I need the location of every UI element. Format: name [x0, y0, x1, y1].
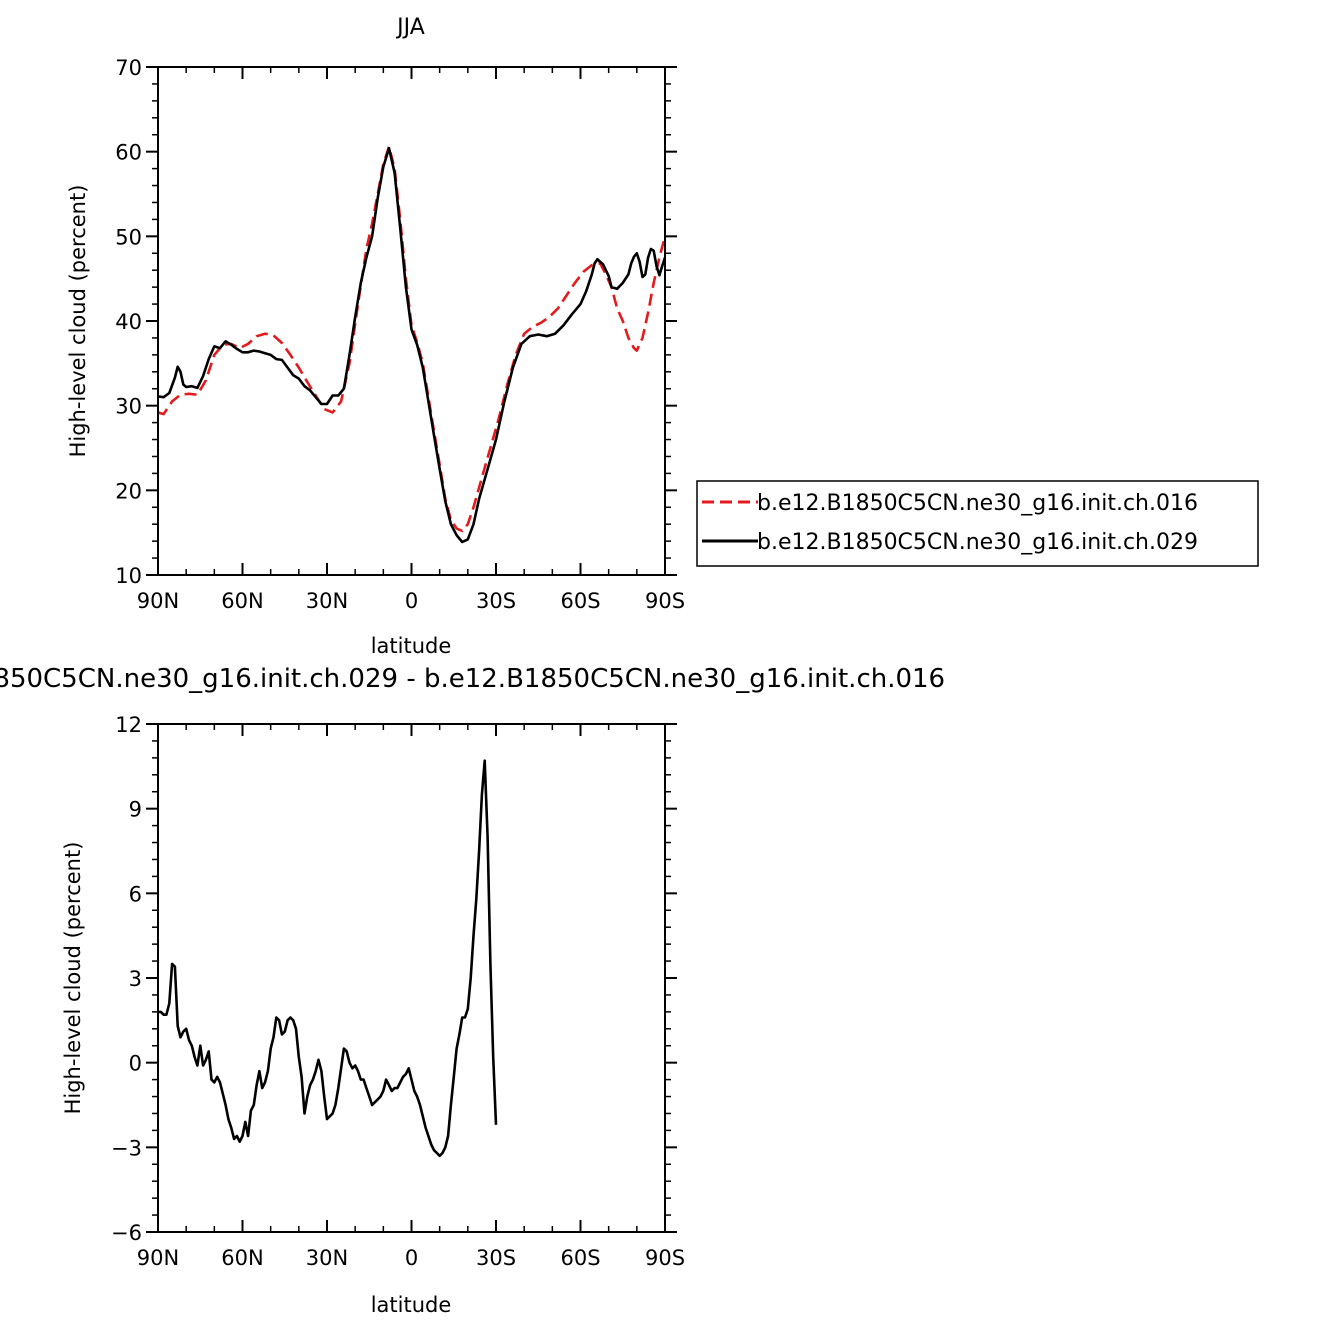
top-y-tick-label: 30 — [115, 395, 142, 419]
bottom-y-axis-label: High-level cloud (percent) — [61, 842, 85, 1115]
bottom-chart-title: b.e12.B1850C5CN.ne30_g16.init.ch.029 - b… — [0, 664, 945, 694]
bottom-y-tick-label: 3 — [129, 967, 142, 991]
top-chart-title: JJA — [395, 15, 425, 40]
top-y-tick-label: 10 — [115, 564, 142, 588]
top-x-tick-label: 60S — [560, 589, 600, 613]
legend-label-016: b.e12.B1850C5CN.ne30_g16.init.ch.016 — [757, 491, 1198, 516]
top-y-axis-label: High-level cloud (percent) — [66, 185, 90, 458]
top-x-tick-label: 30S — [476, 589, 516, 613]
bottom-x-tick-label: 30S — [476, 1246, 516, 1270]
legend-label-029: b.e12.B1850C5CN.ne30_g16.init.ch.029 — [757, 530, 1198, 555]
top-ticks: 90N 60N 30N 0 30S 60S 90S 10 20 30 40 50 60 70 — [115, 56, 685, 613]
top-series-line-0 — [157, 145, 667, 533]
bottom-x-axis-label: latitude — [371, 1293, 452, 1317]
legend-box — [696, 480, 1259, 567]
bottom-x-tick-label: 0 — [405, 1246, 418, 1270]
bottom-series-line-0 — [158, 759, 498, 1158]
top-x-tick-label: 60N — [221, 589, 263, 613]
bottom-y-tick-label: −6 — [111, 1221, 142, 1245]
bottom-plot-frame — [157, 723, 666, 1233]
bottom-x-tick-label: 60N — [221, 1246, 263, 1270]
top-x-tick-label: 0 — [405, 589, 418, 613]
top-y-tick-label: 60 — [115, 141, 142, 165]
top-series-group — [157, 145, 667, 544]
top-y-tick-label: 40 — [115, 310, 142, 334]
bottom-x-tick-label: 90N — [137, 1246, 179, 1270]
top-x-tick-label: 90N — [137, 589, 179, 613]
top-y-tick-label: 70 — [115, 56, 142, 80]
bottom-y-tick-label: −3 — [111, 1136, 142, 1160]
bottom-y-tick-label: 6 — [129, 882, 142, 906]
bottom-x-tick-label: 30N — [306, 1246, 348, 1270]
bottom-panel: b.e12.B1850C5CN.ne30_g16.init.ch.029 - b… — [0, 664, 945, 1317]
top-y-tick-label: 50 — [115, 225, 142, 249]
top-x-tick-label: 90S — [645, 589, 685, 613]
top-plot-frame — [157, 66, 666, 576]
bottom-x-tick-label: 60S — [560, 1246, 600, 1270]
top-x-axis-label: latitude — [371, 634, 452, 658]
top-legend: b.e12.B1850C5CN.ne30_g16.init.ch.016 b.e… — [696, 480, 1259, 567]
top-panel: JJA High-level cloud (percent) latitude … — [66, 15, 685, 658]
bottom-y-tick-label: 0 — [129, 1052, 142, 1076]
bottom-ticks: 90N 60N 30N 0 30S 60S 90S −6 −3 0 3 6 9 12 — [111, 713, 685, 1270]
top-x-tick-label: 30N — [306, 589, 348, 613]
bottom-y-tick-label: 9 — [129, 798, 142, 822]
top-y-tick-label: 20 — [115, 479, 142, 503]
bottom-x-tick-label: 90S — [645, 1246, 685, 1270]
bottom-y-tick-label: 12 — [115, 713, 142, 737]
top-series-line-1 — [157, 147, 667, 544]
bottom-series-group — [158, 759, 498, 1158]
